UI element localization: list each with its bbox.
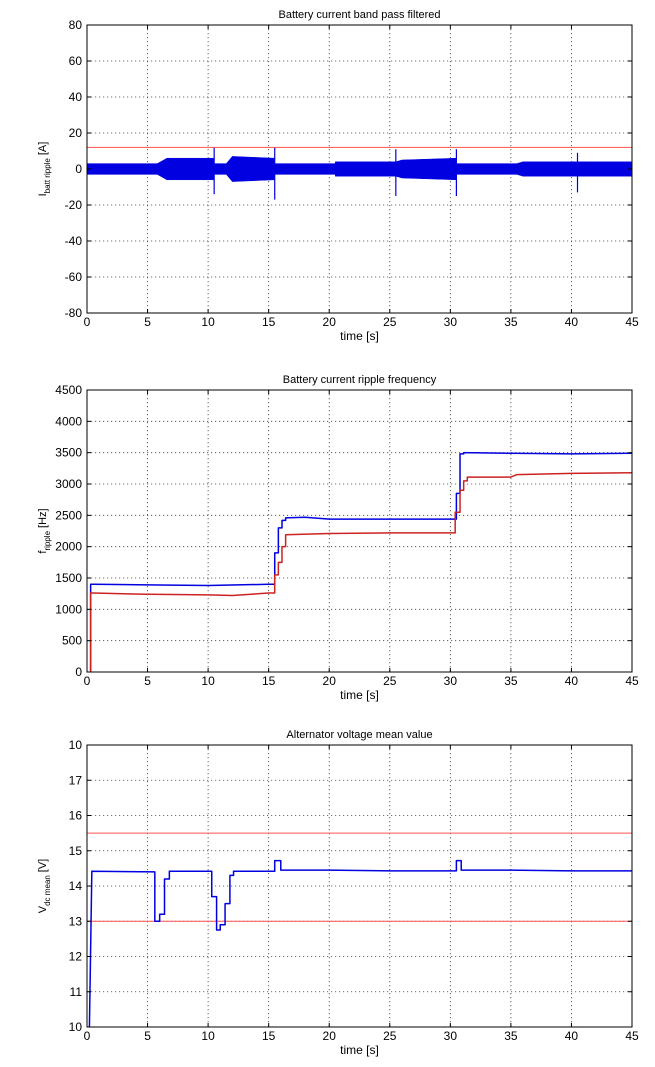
x-tick-label: 5 [144,315,151,329]
y-tick-label: 17 [69,773,83,787]
x-tick-label: 25 [383,674,397,688]
y-tick-label: -40 [65,234,83,248]
y-tick-label: 10 [69,738,83,752]
y-axis-label-unit: [Hz] [37,508,49,528]
x-axis-label: time [s] [340,329,379,343]
y-tick-label: 16 [69,809,83,823]
ripple-envelope [86,163,158,175]
y-tick-label: 11 [70,985,83,999]
y-tick-label: 12 [69,950,83,964]
ripple-envelope [577,161,633,177]
y-axis-label-unit: [V] [37,859,49,872]
x-tick-label: 40 [565,1029,579,1043]
ripple-envelope [401,157,457,181]
x-tick-label: 20 [323,315,337,329]
x-axis-label: time [s] [340,1043,379,1057]
y-tick-label: 2500 [55,508,82,522]
ripple-envelope [213,163,227,175]
ripple-envelope [522,161,578,177]
y-tick-label: 14 [69,879,83,893]
y-axis-label-main: I [37,193,49,196]
y-tick-label: 10 [69,1020,83,1034]
x-tick-label: 35 [504,315,518,329]
x-tick-label: 30 [444,315,458,329]
x-axis-label: time [s] [340,688,379,702]
x-tick-label: 45 [625,674,639,688]
x-tick-label: 45 [625,315,639,329]
y-tick-label: 3500 [55,446,82,460]
x-tick-label: 15 [262,315,276,329]
x-tick-label: 40 [565,674,579,688]
y-tick-label: 1000 [55,602,82,616]
y-tick-label: 4000 [55,414,82,428]
x-tick-label: 30 [444,674,458,688]
x-tick-label: 10 [201,1029,215,1043]
series-line [89,471,633,672]
x-tick-label: 10 [201,315,215,329]
chart-title: Battery current ripple frequency [283,374,437,386]
chart-title: Alternator voltage mean value [286,729,432,741]
plot-ripple-frequency: 0 5 10 15 20 25 30 35 40 45 0 500 1000 1500 2000 2500 30… [37,374,639,702]
x-tick-label: 0 [84,315,91,329]
ripple-envelope [166,157,215,181]
ripple-envelope [456,163,518,175]
x-tick-label: 45 [625,1029,639,1043]
plot-alternator-voltage: 0 5 10 15 20 25 30 35 40 45 10 11 12 13 14 15 16 17 10 Alte… [37,729,639,1057]
x-tick-label: 5 [144,1029,151,1043]
y-axis-label: Ibatt ripple [A] [37,142,52,197]
series-line [88,859,632,1028]
x-tick-label: 15 [262,674,276,688]
ripple-envelope [395,159,403,179]
plot-battery-current-band-pass: 0 5 10 15 20 25 30 35 40 45 -80 -60 -40 -20 0 20 40 60 80 B… [37,9,639,343]
y-tick-label: 0 [75,665,82,679]
ripple-envelope [274,163,336,175]
y-axis-label: Vdc mean [V] [37,859,52,913]
y-axis-label-sub: batt ripple [43,158,52,194]
x-tick-label: 0 [84,674,91,688]
x-tick-label: 25 [383,315,397,329]
ripple-envelope [335,161,397,177]
chart-title: Battery current band pass filtered [278,9,440,21]
y-tick-label: 1500 [55,571,82,585]
x-tick-label: 0 [84,1029,91,1043]
y-tick-label: 60 [69,54,83,68]
y-tick-label: 0 [75,162,82,176]
y-tick-label: 40 [69,90,83,104]
y-tick-label: -20 [65,198,83,212]
y-tick-label: -80 [65,306,83,320]
y-tick-label: -60 [65,270,83,284]
y-tick-label: 80 [69,18,83,32]
x-tick-label: 15 [262,1029,276,1043]
x-tick-label: 40 [565,315,579,329]
y-tick-label: 2000 [55,540,82,554]
y-axis-label-main: f [37,550,49,554]
y-tick-label: 3000 [55,477,82,491]
ripple-envelope [516,161,524,177]
y-axis-label: fripple [Hz] [37,508,52,553]
y-tick-label: 15 [69,844,83,858]
plot-area [87,390,632,672]
y-tick-label: 4500 [55,383,82,397]
x-tick-label: 35 [504,674,518,688]
x-tick-label: 20 [323,674,337,688]
y-axis-label-unit: [A] [37,142,49,155]
y-axis-label-sub: dc mean [43,875,52,906]
y-tick-label: 13 [69,914,83,928]
axes-frame [86,389,633,673]
x-tick-label: 35 [504,1029,518,1043]
x-tick-label: 5 [144,674,151,688]
x-tick-label: 10 [201,674,215,688]
series-line [89,451,633,672]
x-tick-label: 25 [383,1029,397,1043]
ripple-envelope [232,156,275,182]
y-tick-label: 500 [62,634,82,648]
y-axis-label-sub: ripple [43,530,52,550]
y-tick-label: 20 [69,126,83,140]
x-tick-label: 20 [323,1029,337,1043]
x-tick-label: 30 [444,1029,458,1043]
y-axis-label-main: V [37,905,49,913]
